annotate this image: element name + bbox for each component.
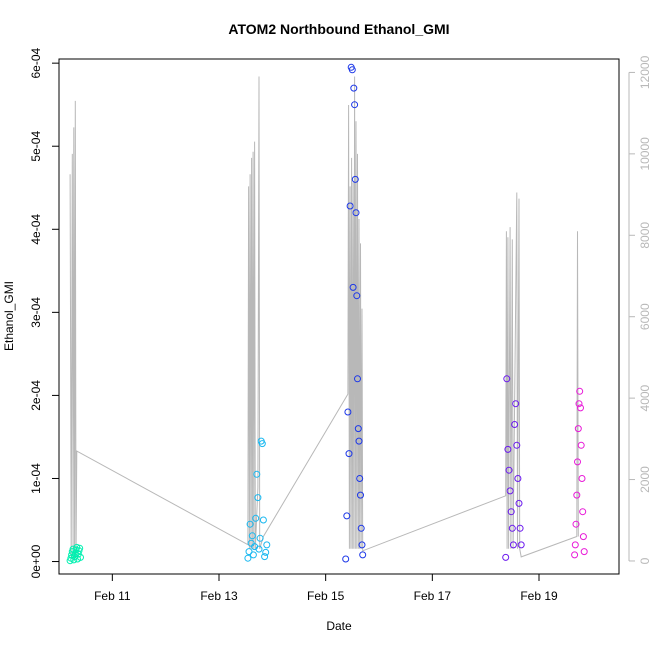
- y2-tick-label-4: 8000: [638, 222, 650, 249]
- x-tick-label-4: Feb 19: [520, 589, 558, 603]
- data-point-s2-13: [258, 440, 266, 448]
- data-point-s5-4: [574, 458, 581, 466]
- data-point-s3-1: [343, 512, 351, 520]
- data-point-s3-7: [349, 283, 357, 291]
- data-point-s3-18: [357, 524, 365, 532]
- data-point-s3-19: [358, 541, 366, 549]
- x-tick-label-0: Feb 11: [94, 589, 131, 603]
- data-point-s2-14: [259, 516, 267, 524]
- y2-tick-label-1: 2000: [638, 466, 650, 493]
- data-point-s5-11: [579, 508, 587, 516]
- data-point-s2-7: [252, 514, 260, 522]
- y-tick-label-5: 5e-04: [29, 131, 43, 162]
- data-point-s4-14: [517, 541, 525, 549]
- data-point-s2-11: [256, 534, 264, 542]
- x-tick-label-3: Feb 17: [414, 589, 452, 603]
- data-point-s4-2: [504, 445, 512, 453]
- data-point-s4-11: [514, 475, 522, 482]
- data-point-s1-13: [76, 544, 84, 552]
- data-point-s3-13: [354, 375, 361, 383]
- y-tick-label-0: 0e+00: [29, 544, 43, 578]
- y2-tick-label-3: 6000: [638, 303, 650, 330]
- data-point-s4-1: [503, 375, 511, 383]
- y2-tick-label-0: 0: [638, 557, 650, 564]
- y-tick-label-2: 2e-04: [29, 380, 43, 411]
- data-point-s5-13: [580, 548, 588, 556]
- data-point-s4-9: [512, 400, 520, 408]
- y2-tick-label-6: 12000: [638, 55, 650, 89]
- data-point-s2-10: [255, 545, 263, 553]
- data-point-s4-3: [505, 466, 513, 474]
- data-point-s5-5: [574, 425, 582, 433]
- data-point-s2-0: [244, 554, 252, 562]
- data-point-s4-5: [507, 508, 515, 516]
- secondary-line-layer: [69, 76, 579, 559]
- data-point-s4-13: [516, 524, 524, 532]
- chart-title: ATOM2 Northbound Ethanol_GMI: [228, 21, 449, 37]
- data-point-s1-5: [70, 556, 78, 564]
- data-point-s3-11: [352, 209, 360, 217]
- data-point-s3-15: [355, 437, 363, 445]
- data-point-s2-9: [254, 494, 262, 502]
- data-point-s5-2: [572, 520, 580, 528]
- data-point-s5-0: [571, 551, 579, 559]
- plot-frame: [58, 58, 620, 575]
- data-point-s5-1: [571, 541, 579, 549]
- axes-layer: Feb 11 Feb 13 Feb 15 Feb 17 Feb 19 0e+00 1e-04…: [29, 47, 650, 603]
- data-point-s3-2: [344, 408, 352, 416]
- x-axis-label: Date: [326, 619, 352, 633]
- y-tick-label-4: 4e-04: [29, 214, 43, 245]
- data-point-s4-7: [509, 541, 517, 549]
- data-point-s4-12: [515, 499, 523, 507]
- y2-tick-label-2: 4000: [638, 384, 650, 411]
- data-point-s3-20: [359, 551, 367, 559]
- data-point-s4-0: [502, 553, 510, 561]
- data-point-s5-8: [577, 404, 584, 412]
- points-layer: [66, 63, 588, 565]
- data-point-s4-8: [511, 421, 519, 428]
- data-point-s3-14: [354, 425, 362, 433]
- data-point-s5-7: [576, 387, 584, 395]
- data-point-s5-10: [578, 475, 586, 482]
- data-point-s2-2: [246, 520, 254, 528]
- data-point-s3-3: [345, 450, 353, 458]
- data-point-s4-4: [506, 487, 514, 495]
- data-point-s2-17: [263, 541, 271, 549]
- y-tick-label-6: 6e-04: [29, 47, 43, 78]
- data-point-s5-9: [577, 441, 585, 449]
- data-point-s3-9: [351, 101, 359, 109]
- secondary-series-line: [69, 76, 579, 559]
- data-point-s5-12: [579, 533, 587, 541]
- data-point-s3-8: [350, 84, 358, 92]
- data-point-s2-4: [248, 532, 256, 540]
- data-point-s3-6: [348, 66, 356, 74]
- y-tick-label-3: 3e-04: [29, 297, 43, 328]
- data-point-s3-10: [351, 175, 359, 183]
- data-point-s2-1: [245, 548, 253, 556]
- data-point-s2-16: [262, 548, 270, 556]
- data-point-s3-17: [357, 491, 364, 499]
- data-point-s2-15: [261, 553, 269, 561]
- data-point-s3-16: [356, 475, 364, 482]
- data-point-s3-0: [342, 555, 350, 563]
- data-point-s4-6: [508, 524, 516, 532]
- data-point-s3-4: [346, 202, 354, 210]
- y-axis-label: Ethanol_GMI: [2, 281, 16, 351]
- data-point-s2-5: [249, 551, 257, 559]
- data-point-s5-6: [575, 400, 583, 408]
- x-tick-label-1: Feb 13: [200, 589, 238, 603]
- data-point-s5-3: [573, 491, 581, 499]
- data-point-s3-12: [353, 292, 361, 300]
- data-point-s2-8: [253, 470, 261, 478]
- data-point-s1-14: [77, 553, 84, 561]
- data-point-s4-10: [513, 441, 521, 449]
- y-tick-label-1: 1e-04: [29, 463, 43, 494]
- x-tick-label-2: Feb 15: [307, 589, 345, 603]
- y2-tick-label-5: 10000: [638, 137, 650, 171]
